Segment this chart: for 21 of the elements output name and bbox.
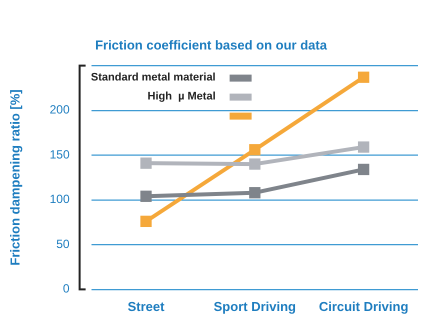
- chart-title: Friction coefficient based on our data: [95, 37, 328, 52]
- point: [140, 158, 152, 169]
- point: [358, 141, 370, 153]
- y-tick-label: 200: [50, 102, 70, 117]
- point: [249, 187, 260, 198]
- point: [249, 144, 260, 156]
- point: [358, 164, 370, 176]
- y-axis-title: Friction dampening ratio [%]: [7, 89, 22, 266]
- x-tick-label: Street: [128, 298, 166, 314]
- y-tick-label: 0: [62, 282, 70, 296]
- legend-label: Standard metal material: [90, 72, 216, 84]
- point: [249, 158, 260, 170]
- y-tick-label: 100: [50, 192, 70, 206]
- point: [358, 72, 370, 83]
- x-tick-label: Sport Driving: [214, 298, 296, 314]
- point: [140, 190, 152, 202]
- point: [140, 216, 152, 228]
- y-tick-label: 150: [50, 147, 70, 162]
- x-tick-label: Circuit Driving: [318, 298, 408, 314]
- legend-label: High µ Metal: [148, 90, 216, 103]
- y-tick-label: 50: [56, 236, 70, 251]
